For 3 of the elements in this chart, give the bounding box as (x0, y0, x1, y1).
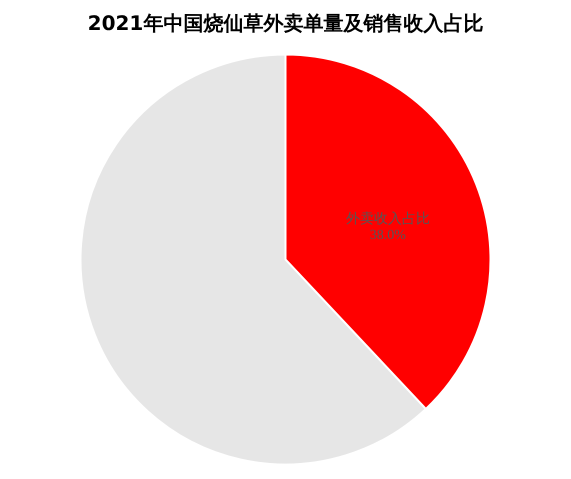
chart-title: 2021年中国烧仙草外卖单量及销售收入占比 (88, 11, 484, 35)
slice-label: 外卖收入占比 (346, 211, 430, 228)
data-label: 38.0% (370, 228, 406, 244)
